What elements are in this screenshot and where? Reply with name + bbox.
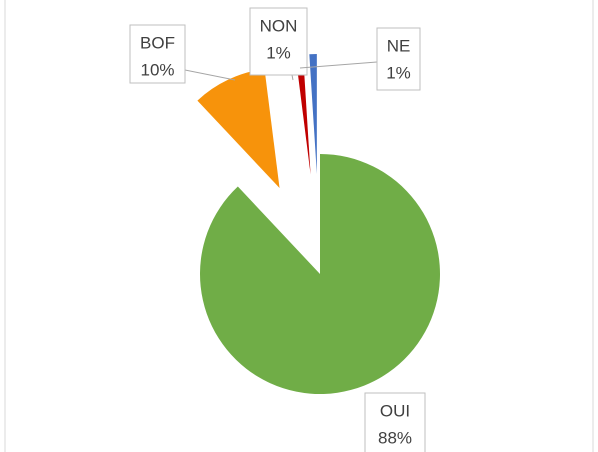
slice-value-label: 10% xyxy=(140,60,174,79)
label-box xyxy=(129,24,186,84)
leader-line xyxy=(184,69,236,81)
leader-line xyxy=(291,74,294,81)
pie-slice xyxy=(197,68,280,189)
label-box xyxy=(249,7,308,76)
pie-slice xyxy=(295,54,311,175)
chart-frame xyxy=(4,0,594,452)
slice-value-label: 88% xyxy=(378,428,412,447)
slice-label: NON xyxy=(260,16,298,35)
slice-label: BOF xyxy=(140,33,175,52)
label-box xyxy=(376,27,421,91)
label-box xyxy=(364,392,426,452)
slice-value-label: 1% xyxy=(266,43,291,62)
slice-label: NE xyxy=(387,36,411,55)
leader-line xyxy=(299,61,378,69)
pie-slice xyxy=(200,154,440,394)
slice-label: OUI xyxy=(380,401,410,420)
pie-slice xyxy=(309,54,317,175)
slice-value-label: 1% xyxy=(386,63,411,82)
